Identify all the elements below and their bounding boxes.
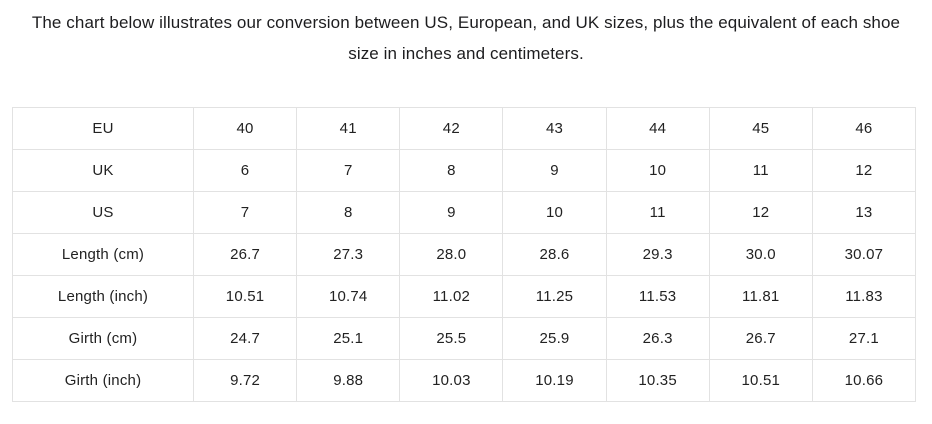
table-cell: 41 — [296, 107, 401, 150]
table-row-girth-cm: Girth (cm) 24.7 25.1 25.5 25.9 26.3 26.7… — [12, 317, 917, 360]
table-cell: 9 — [502, 149, 607, 192]
table-cell: 29.3 — [605, 233, 710, 276]
table-cell: 10 — [605, 149, 710, 192]
table-row-girth-inch: Girth (inch) 9.72 9.88 10.03 10.19 10.35… — [12, 359, 917, 402]
table-cell: 7 — [192, 191, 298, 234]
table-cell: 9.72 — [192, 359, 298, 402]
table-cell: 40 — [192, 107, 298, 150]
table-cell: 25.1 — [296, 317, 401, 360]
table-row-us: US 7 8 9 10 11 12 13 — [12, 191, 917, 234]
table-cell: 9 — [399, 191, 504, 234]
table-row-length-cm: Length (cm) 26.7 27.3 28.0 28.6 29.3 30.… — [12, 233, 917, 276]
table-cell: 26.7 — [192, 233, 298, 276]
table-cell: 11 — [605, 191, 710, 234]
table-cell: 10.74 — [296, 275, 401, 318]
table-cell: 26.7 — [708, 317, 813, 360]
row-header-length-inch: Length (inch) — [12, 275, 194, 318]
table-cell: 44 — [605, 107, 710, 150]
table-cell: 46 — [811, 107, 917, 150]
table-cell: 42 — [399, 107, 504, 150]
table-cell: 27.1 — [811, 317, 917, 360]
table-cell: 11.25 — [502, 275, 607, 318]
table-cell: 10.35 — [605, 359, 710, 402]
table-cell: 27.3 — [296, 233, 401, 276]
table-cell: 25.5 — [399, 317, 504, 360]
table-cell: 25.9 — [502, 317, 607, 360]
table-row-eu: EU 40 41 42 43 44 45 46 — [12, 107, 917, 150]
table-cell: 10.66 — [811, 359, 917, 402]
row-header-uk: UK — [12, 149, 194, 192]
row-header-eu: EU — [12, 107, 194, 150]
size-conversion-table: EU 40 41 42 43 44 45 46 UK 6 7 8 9 10 11… — [12, 107, 917, 402]
table-cell: 12 — [708, 191, 813, 234]
table-cell: 45 — [708, 107, 813, 150]
table-cell: 12 — [811, 149, 917, 192]
table-cell: 10.51 — [192, 275, 298, 318]
table-row-length-inch: Length (inch) 10.51 10.74 11.02 11.25 11… — [12, 275, 917, 318]
table-cell: 9.88 — [296, 359, 401, 402]
table-cell: 6 — [192, 149, 298, 192]
table-cell: 43 — [502, 107, 607, 150]
table-cell: 8 — [296, 191, 401, 234]
table-row-uk: UK 6 7 8 9 10 11 12 — [12, 149, 917, 192]
row-header-length-cm: Length (cm) — [12, 233, 194, 276]
row-header-girth-inch: Girth (inch) — [12, 359, 194, 402]
table-cell: 11.02 — [399, 275, 504, 318]
table-cell: 30.07 — [811, 233, 917, 276]
table-cell: 11 — [708, 149, 813, 192]
row-header-us: US — [12, 191, 194, 234]
table-cell: 13 — [811, 191, 917, 234]
chart-caption: The chart below illustrates our conversi… — [31, 13, 901, 63]
table-cell: 10 — [502, 191, 607, 234]
table-cell: 28.0 — [399, 233, 504, 276]
table-cell: 11.53 — [605, 275, 710, 318]
table-cell: 10.19 — [502, 359, 607, 402]
table-cell: 8 — [399, 149, 504, 192]
table-cell: 10.03 — [399, 359, 504, 402]
row-header-girth-cm: Girth (cm) — [12, 317, 194, 360]
table-cell: 28.6 — [502, 233, 607, 276]
table-cell: 26.3 — [605, 317, 710, 360]
table-cell: 24.7 — [192, 317, 298, 360]
table-cell: 10.51 — [708, 359, 813, 402]
table-cell: 30.0 — [708, 233, 813, 276]
table-cell: 11.83 — [811, 275, 917, 318]
table-cell: 7 — [296, 149, 401, 192]
table-cell: 11.81 — [708, 275, 813, 318]
